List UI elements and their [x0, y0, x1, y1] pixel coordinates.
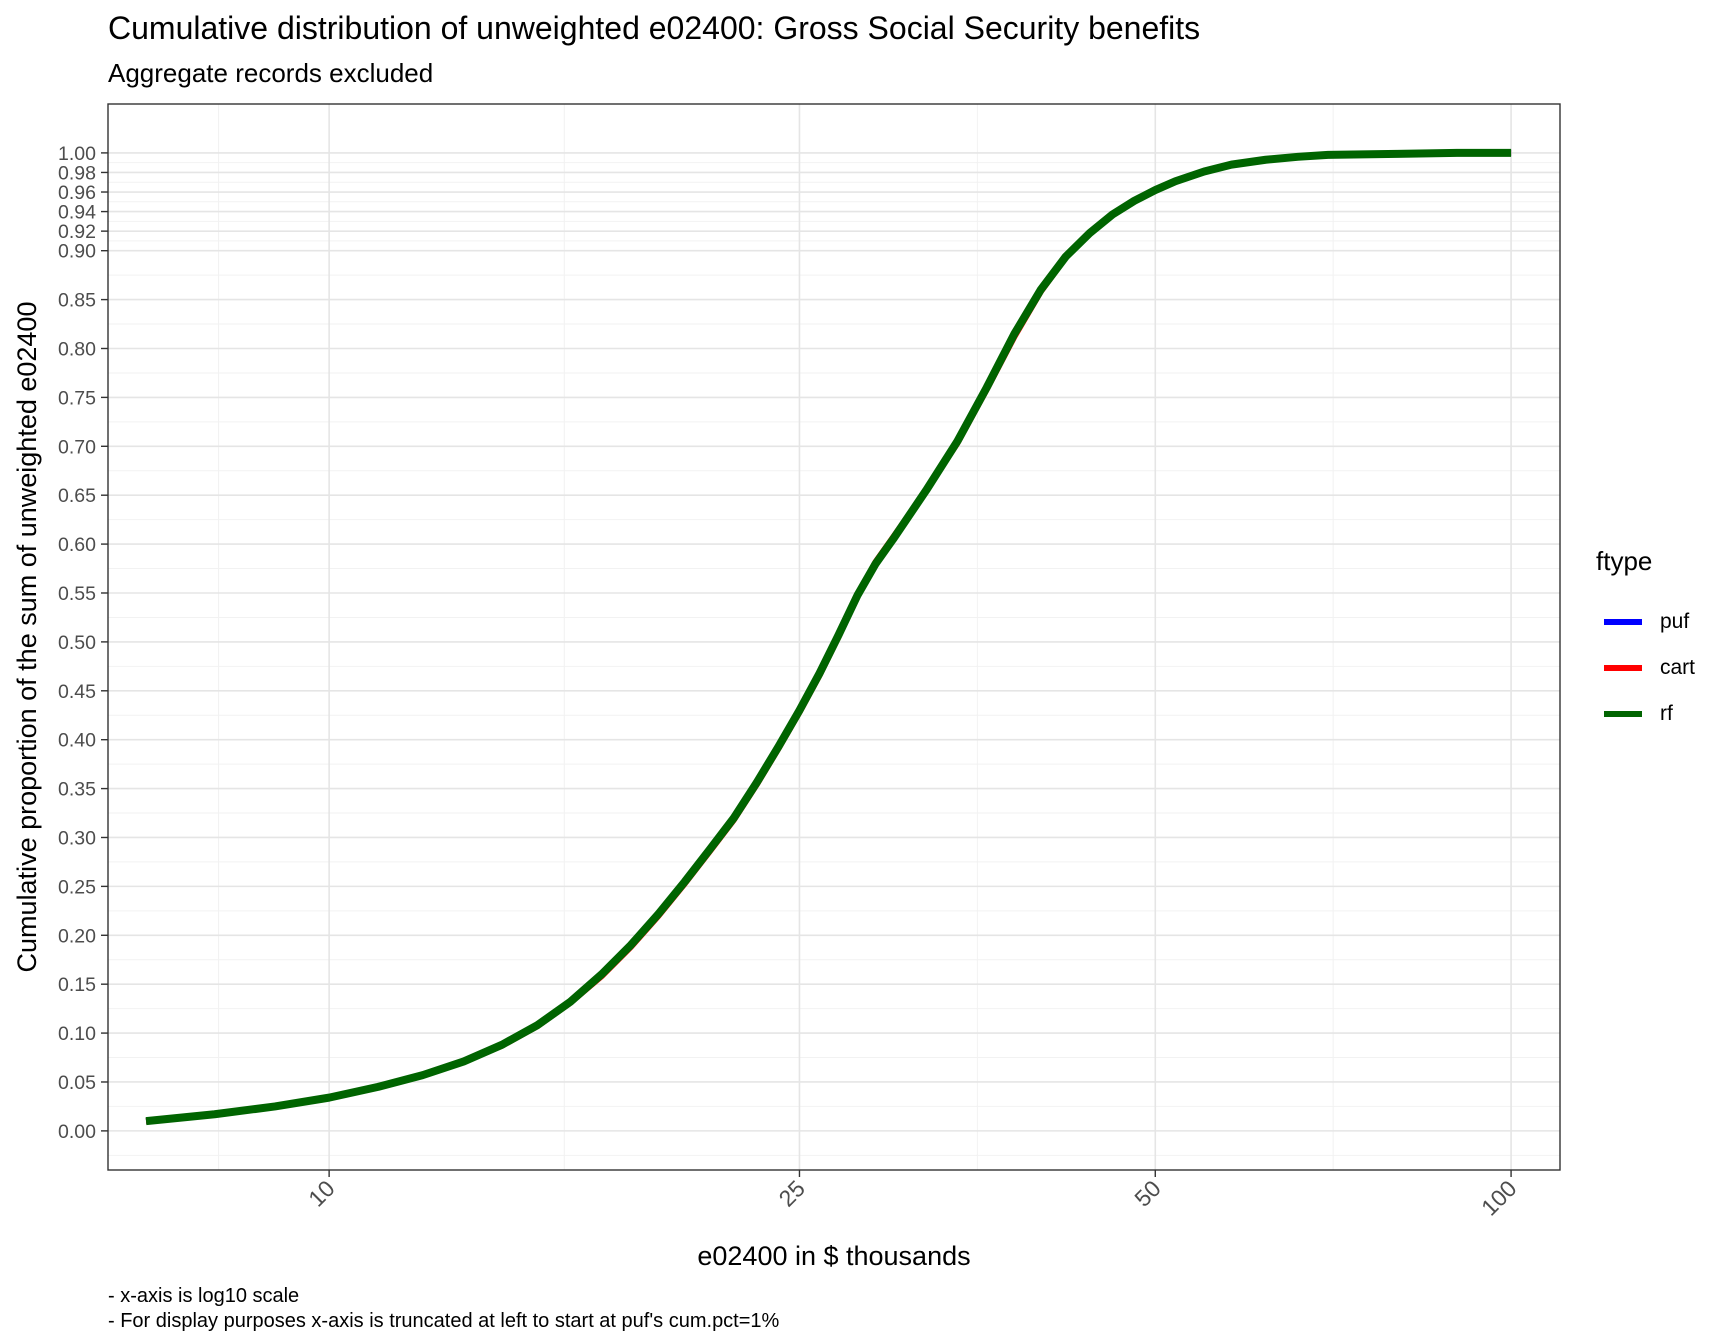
y-tick-label: 0.60 [58, 534, 96, 556]
legend-items: puf cart rf [1596, 599, 1695, 737]
y-tick-label: 0.80 [58, 338, 96, 360]
x-tick-label: 10 [303, 1175, 339, 1211]
y-tick-label: 0.40 [58, 730, 96, 752]
chart-title: Cumulative distribution of unweighted e0… [108, 10, 1201, 46]
x-tick-label: 50 [1129, 1175, 1165, 1211]
x-axis-label: e02400 in $ thousands [697, 1241, 970, 1271]
legend-item-rf: rf [1596, 691, 1695, 737]
y-tick-label: 0.85 [58, 290, 96, 312]
y-tick-label: 0.20 [58, 925, 96, 947]
y-tick-label: 0.55 [58, 583, 96, 605]
legend: ftype puf cart rf [1596, 546, 1695, 737]
y-tick-label: 0.94 [58, 202, 96, 224]
y-tick-label: 0.35 [58, 779, 96, 801]
legend-item-puf: puf [1596, 599, 1695, 645]
y-tick-label: 0.50 [58, 632, 96, 654]
series-lines [145, 148, 1512, 1126]
legend-item-cart: cart [1596, 645, 1695, 691]
axes: 0.00 0.05 0.10 0.15 0.20 0.25 0.30 0.35 0.40 0.45… [58, 143, 1522, 1221]
grid-lines [108, 104, 1560, 1170]
y-tick-label: 0.30 [58, 827, 96, 849]
legend-key-puf [1604, 619, 1642, 625]
legend-label: rf [1660, 702, 1673, 725]
y-tick-label: 0.92 [58, 221, 96, 243]
legend-label: puf [1660, 610, 1690, 633]
y-axis-label: Cumulative proportion of the sum of unwe… [12, 302, 42, 973]
caption-line: - For display purposes x-axis is truncat… [108, 1310, 780, 1332]
chart-subtitle: Aggregate records excluded [108, 58, 434, 88]
legend-title: ftype [1596, 546, 1653, 576]
y-tick-label: 0.70 [58, 436, 96, 458]
series-line-rf [145, 148, 1512, 1126]
y-tick-label: 0.98 [58, 162, 96, 184]
caption: - x-axis is log10 scale - For display pu… [108, 1284, 779, 1334]
legend-key-cart [1604, 665, 1642, 671]
legend-key-rf [1604, 711, 1642, 717]
x-tick-label: 100 [1476, 1175, 1522, 1221]
y-tick-label: 1.00 [58, 143, 96, 165]
y-tick-label: 0.65 [58, 485, 96, 507]
y-tick-label: 0.05 [58, 1072, 96, 1094]
series-line-puf [145, 149, 1512, 1125]
y-tick-label: 0.45 [58, 681, 96, 703]
y-tick-label: 0.25 [58, 876, 96, 898]
y-tick-label: 0.00 [58, 1121, 96, 1143]
y-tick-label: 0.90 [58, 241, 96, 263]
caption-line: - x-axis is log10 scale [108, 1285, 300, 1307]
plot-panel-border [107, 103, 1561, 1171]
x-tick-label: 25 [774, 1175, 810, 1211]
series-line-cart [145, 149, 1512, 1125]
y-tick-label: 0.10 [58, 1023, 96, 1045]
y-tick-label: 0.96 [58, 182, 96, 204]
y-tick-label: 0.15 [58, 974, 96, 996]
legend-label: cart [1660, 656, 1696, 679]
y-tick-label: 0.75 [58, 387, 96, 409]
